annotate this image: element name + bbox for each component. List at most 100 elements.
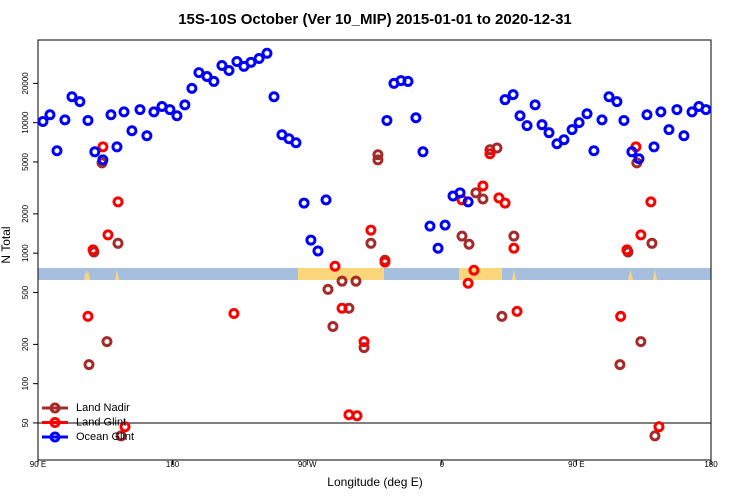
- x-tick-label: 90 E: [30, 460, 46, 469]
- point: [322, 283, 334, 295]
- point: [112, 237, 124, 249]
- land-bump: [512, 270, 516, 280]
- point: [536, 119, 548, 131]
- point: [573, 117, 585, 129]
- point: [298, 197, 310, 209]
- point: [66, 91, 78, 103]
- legend-label: Land Nadir: [76, 402, 130, 414]
- point: [148, 106, 160, 118]
- point: [468, 264, 480, 276]
- point: [89, 146, 101, 158]
- point: [141, 130, 153, 142]
- point: [329, 260, 341, 272]
- point: [621, 244, 633, 256]
- point: [521, 120, 533, 132]
- point: [402, 75, 414, 87]
- point: [268, 91, 280, 103]
- point: [379, 256, 391, 268]
- point: [511, 305, 523, 317]
- point: [439, 219, 451, 231]
- y-tick-label: 20000: [21, 72, 30, 95]
- point: [102, 229, 114, 241]
- point: [424, 220, 436, 232]
- point: [678, 130, 690, 142]
- point: [327, 321, 339, 333]
- point: [655, 106, 667, 118]
- point: [37, 116, 49, 128]
- point: [432, 242, 444, 254]
- point: [372, 154, 384, 166]
- point: [312, 245, 324, 257]
- point: [261, 47, 273, 59]
- x-tick-label: 180: [704, 460, 718, 469]
- point: [417, 146, 429, 158]
- point: [626, 146, 638, 158]
- point: [97, 141, 109, 153]
- legend-marker: [49, 402, 61, 414]
- point: [115, 430, 127, 442]
- point: [112, 196, 124, 208]
- point: [365, 237, 377, 249]
- y-tick-label: 200: [21, 337, 30, 351]
- point: [596, 114, 608, 126]
- point: [663, 124, 675, 136]
- point: [351, 410, 363, 422]
- point: [51, 145, 63, 157]
- point: [611, 96, 623, 108]
- point: [97, 154, 109, 166]
- point: [201, 70, 213, 82]
- x-axis-label: Longitude (deg E): [327, 475, 422, 489]
- point: [514, 110, 526, 122]
- point: [290, 137, 302, 149]
- point: [74, 96, 86, 108]
- point: [477, 193, 489, 205]
- point: [305, 234, 317, 246]
- y-tick-label: 10000: [21, 111, 30, 134]
- point: [82, 114, 94, 126]
- point: [59, 114, 71, 126]
- point: [186, 82, 198, 94]
- point: [648, 141, 660, 153]
- point: [641, 109, 653, 121]
- point: [491, 142, 503, 154]
- point: [645, 196, 657, 208]
- point: [101, 336, 113, 348]
- point: [231, 56, 243, 68]
- point: [543, 127, 555, 139]
- point: [671, 104, 683, 116]
- x-tick-label: 90 W: [298, 460, 317, 469]
- point: [462, 196, 474, 208]
- point: [700, 104, 712, 116]
- point: [496, 310, 508, 322]
- point: [507, 89, 519, 101]
- point: [588, 145, 600, 157]
- plot-frame: [37, 39, 712, 461]
- point: [82, 310, 94, 322]
- point: [111, 141, 123, 153]
- legend-label: Land Glint: [76, 416, 126, 428]
- point: [253, 53, 265, 65]
- point: [381, 114, 393, 126]
- point: [603, 91, 615, 103]
- y-axis-label: N Total: [0, 226, 13, 263]
- point: [126, 125, 138, 137]
- point: [615, 310, 627, 322]
- point: [653, 421, 665, 433]
- x-tick-label: 0: [440, 460, 445, 469]
- point: [499, 197, 511, 209]
- legend-marker: [49, 431, 61, 443]
- point: [529, 99, 541, 111]
- point: [462, 277, 474, 289]
- point: [223, 65, 235, 77]
- point: [179, 99, 191, 111]
- point: [649, 430, 661, 442]
- point: [372, 149, 384, 161]
- point: [336, 302, 348, 314]
- point: [635, 229, 647, 241]
- point: [164, 104, 176, 116]
- y-tick-label: 2000: [21, 204, 30, 222]
- point: [493, 192, 505, 204]
- point: [44, 109, 56, 121]
- land-bump: [86, 270, 90, 280]
